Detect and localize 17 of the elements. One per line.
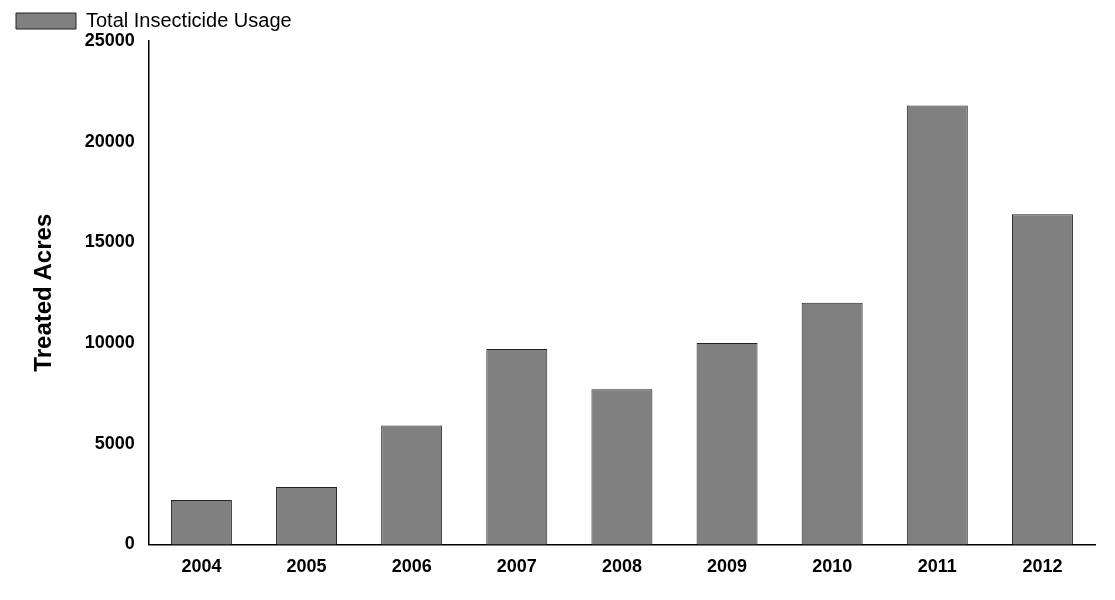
x-tick-label: 2012 (1022, 556, 1063, 577)
x-tick-label: 2008 (601, 556, 642, 577)
y-tick-label: 0 (124, 533, 135, 554)
y-tick-label: 10000 (84, 332, 135, 353)
x-tick-label: 2005 (286, 556, 327, 577)
x-tick-label: 2004 (181, 556, 222, 577)
x-tick-label: 2011 (917, 556, 957, 577)
x-tick-label: 2010 (812, 556, 853, 577)
y-tick-label: 25000 (84, 29, 135, 50)
x-tick-label: 2007 (496, 556, 537, 577)
y-axis-title: Treated Acres (29, 213, 57, 372)
x-tick-label: 2006 (391, 556, 432, 577)
y-tick-label: 15000 (84, 231, 135, 252)
x-tick-label: 2009 (707, 556, 748, 577)
legend-label: Total Insecticide Usage (86, 8, 292, 31)
y-tick-label: 5000 (94, 432, 135, 453)
y-tick-label: 20000 (84, 130, 135, 151)
